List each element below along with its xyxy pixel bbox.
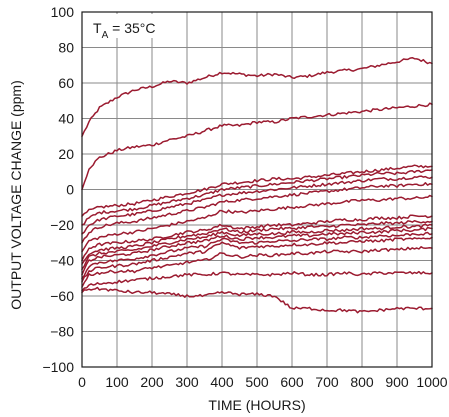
series-line-2	[81, 102, 433, 191]
x-tick-label: 0	[78, 374, 86, 390]
y-tick-label: −100	[42, 359, 74, 375]
x-axis-label: TIME (HOURS)	[208, 397, 305, 413]
series-line-8	[81, 214, 433, 262]
series-line-10	[81, 223, 433, 271]
y-tick-label: −60	[50, 288, 74, 304]
x-tick-label: 600	[280, 374, 304, 390]
y-tick-label: 0	[66, 182, 74, 198]
series-line-14	[81, 246, 433, 288]
x-tick-label: 400	[210, 374, 234, 390]
series-line-7	[81, 194, 433, 253]
series-line-12	[81, 231, 433, 280]
annotation: TA = 35°C	[88, 14, 160, 41]
y-axis-label: OUTPUT VOLTAGE CHANGE (ppm)	[8, 80, 24, 309]
series-line-15	[81, 270, 433, 292]
annotation-text: TA = 35°C	[93, 20, 155, 41]
grid	[82, 12, 432, 367]
y-tick-label: 20	[58, 146, 74, 162]
series-line-5	[81, 175, 433, 235]
series-group	[81, 56, 433, 314]
plot-frame	[81, 11, 433, 368]
y-tick-label: −40	[50, 253, 74, 269]
series-line-13	[81, 236, 433, 283]
series-line-1	[81, 56, 433, 138]
x-tick-label: 200	[140, 374, 164, 390]
series-line-6	[81, 182, 433, 244]
annotation-suffix: = 35°C	[108, 20, 155, 36]
series-line-9	[81, 219, 433, 265]
annotation-background	[88, 14, 160, 38]
series-line-3	[81, 164, 433, 217]
y-tick-label: 40	[58, 111, 74, 127]
y-tick-label: 80	[58, 40, 74, 56]
y-tick-label: −20	[50, 217, 74, 233]
x-tick-label: 1000	[416, 374, 447, 390]
y-axis-ticks: 100 80 60 40 20 0 −20 −40 −60 −80 −100	[42, 4, 74, 375]
x-tick-label: 500	[245, 374, 269, 390]
x-tick-label: 800	[350, 374, 374, 390]
annotation-subscript: A	[102, 30, 109, 41]
x-axis-ticks: 0 100 200 300 400 500 600 700 800 900 1000	[78, 374, 448, 390]
x-tick-label: 900	[385, 374, 409, 390]
series-line-4	[81, 169, 433, 226]
y-tick-label: 100	[51, 4, 75, 20]
x-tick-label: 700	[315, 374, 339, 390]
series-line-16	[81, 286, 433, 314]
x-tick-label: 100	[105, 374, 129, 390]
series-line-11	[81, 226, 433, 276]
y-tick-label: −80	[50, 324, 74, 340]
annotation-prefix: T	[93, 20, 102, 36]
y-tick-label: 60	[58, 75, 74, 91]
x-tick-label: 300	[175, 374, 199, 390]
